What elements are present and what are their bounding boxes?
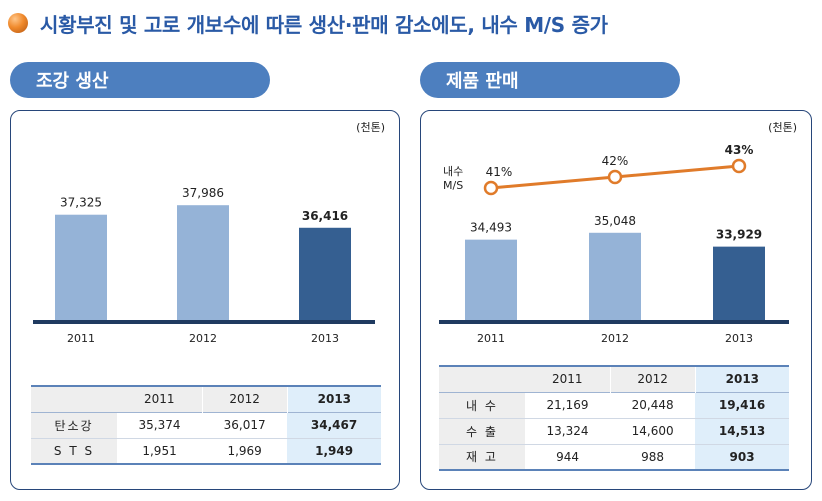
table-row: 수 출 13,324 14,600 14,513 <box>439 418 789 444</box>
data-label: 37,986 <box>182 186 224 200</box>
row-label: 탄소강 <box>31 412 117 438</box>
table-cell: 19,416 <box>695 392 789 418</box>
panel-steel-production: (천톤) 37,325 2011 37,986 2012 36,416 2013 2011… <box>10 110 400 490</box>
x-tick-label: 2013 <box>725 332 753 345</box>
section-header-product-sales: 제품 판매 <box>420 62 680 98</box>
line-data-label: 43% <box>725 143 754 157</box>
line-marker <box>483 180 499 196</box>
column-header: 2012 <box>609 366 696 392</box>
table-cell: 903 <box>695 444 789 470</box>
bullet-icon <box>8 13 28 33</box>
line-marker <box>731 158 747 174</box>
panel-product-sales: (천톤) 34,493 2011 35,048 2012 33,929 2013 41% 42… <box>420 110 812 490</box>
column-header: 2012 <box>201 386 288 412</box>
row-label: S T S <box>31 438 117 464</box>
table-product-sales: 2011 2012 2013 내 수 21,169 20,448 19,416 … <box>439 365 789 471</box>
data-label: 37,325 <box>60 196 102 210</box>
table-cell: 20,448 <box>631 398 674 412</box>
table-cell: 13,324 <box>546 424 589 438</box>
table-cell: 1,949 <box>287 438 381 464</box>
line-legend-label: 내수 <box>443 165 463 178</box>
bar <box>299 227 351 320</box>
table-cell: 944 <box>556 449 579 464</box>
x-tick-label: 2012 <box>601 332 629 345</box>
line-data-label: 42% <box>602 154 629 168</box>
bar-chart-steel-production: 37,325 2011 37,986 2012 36,416 2013 <box>33 186 375 345</box>
row-label: 수 출 <box>439 418 525 444</box>
x-axis-baseline <box>439 320 789 324</box>
table-row: S T S 1,951 1,969 1,949 <box>31 438 381 464</box>
row-label: 내 수 <box>439 392 525 418</box>
column-header: 2013 <box>286 386 381 412</box>
table-cell: 1,951 <box>142 443 177 458</box>
table-corner <box>439 366 525 392</box>
table-cell: 36,017 <box>223 418 266 432</box>
x-tick-label: 2011 <box>477 332 505 345</box>
data-label: 36,416 <box>302 209 348 223</box>
bar-line-chart-product-sales: 34,493 2011 35,048 2012 33,929 2013 41% 42% 43% 내… <box>439 143 789 345</box>
table-row: 재 고 944 988 903 <box>439 444 789 470</box>
x-tick-label: 2012 <box>189 332 217 345</box>
table-cell: 988 <box>641 449 665 464</box>
x-tick-label: 2013 <box>311 332 339 345</box>
table-row: 탄소강 35,374 36,017 34,467 <box>31 412 381 438</box>
bar <box>177 205 229 320</box>
table-cell: 14,513 <box>695 418 789 444</box>
unit-label: (천톤) <box>768 121 797 134</box>
section-header-steel-production: 조강 생산 <box>10 62 270 98</box>
column-header: 2011 <box>525 366 611 392</box>
data-label: 34,493 <box>470 221 512 235</box>
table-cell: 1,969 <box>227 443 262 458</box>
table-row: 내 수 21,169 20,448 19,416 <box>439 392 789 418</box>
unit-label: (천톤) <box>356 121 385 134</box>
row-label: 재 고 <box>439 444 525 470</box>
table-cell: 14,600 <box>631 424 674 438</box>
x-tick-label: 2011 <box>67 332 95 345</box>
table-cell: 21,169 <box>546 398 589 412</box>
line-legend-label: M/S <box>443 179 463 192</box>
bar <box>55 214 107 320</box>
line-marker <box>607 169 623 185</box>
x-axis-baseline <box>33 320 375 324</box>
page-title: 시황부진 및 고로 개보수에 따른 생산·판매 감소에도, 내수 M/S 증가 <box>40 12 608 37</box>
column-header: 2013 <box>694 366 789 392</box>
table-cell: 35,374 <box>138 418 181 432</box>
bar <box>465 239 517 320</box>
title-row: 시황부진 및 고로 개보수에 따른 생산·판매 감소에도, 내수 M/S 증가 <box>8 8 608 38</box>
column-header: 2011 <box>117 386 203 412</box>
bar <box>713 246 765 320</box>
line-data-label: 41% <box>486 165 513 179</box>
bar <box>589 232 641 320</box>
data-label: 33,929 <box>716 228 762 242</box>
data-label: 35,048 <box>594 214 636 228</box>
table-steel-production: 2011 2012 2013 탄소강 35,374 36,017 34,467 … <box>31 385 381 465</box>
table-cell: 34,467 <box>287 412 381 438</box>
table-corner <box>31 386 117 412</box>
